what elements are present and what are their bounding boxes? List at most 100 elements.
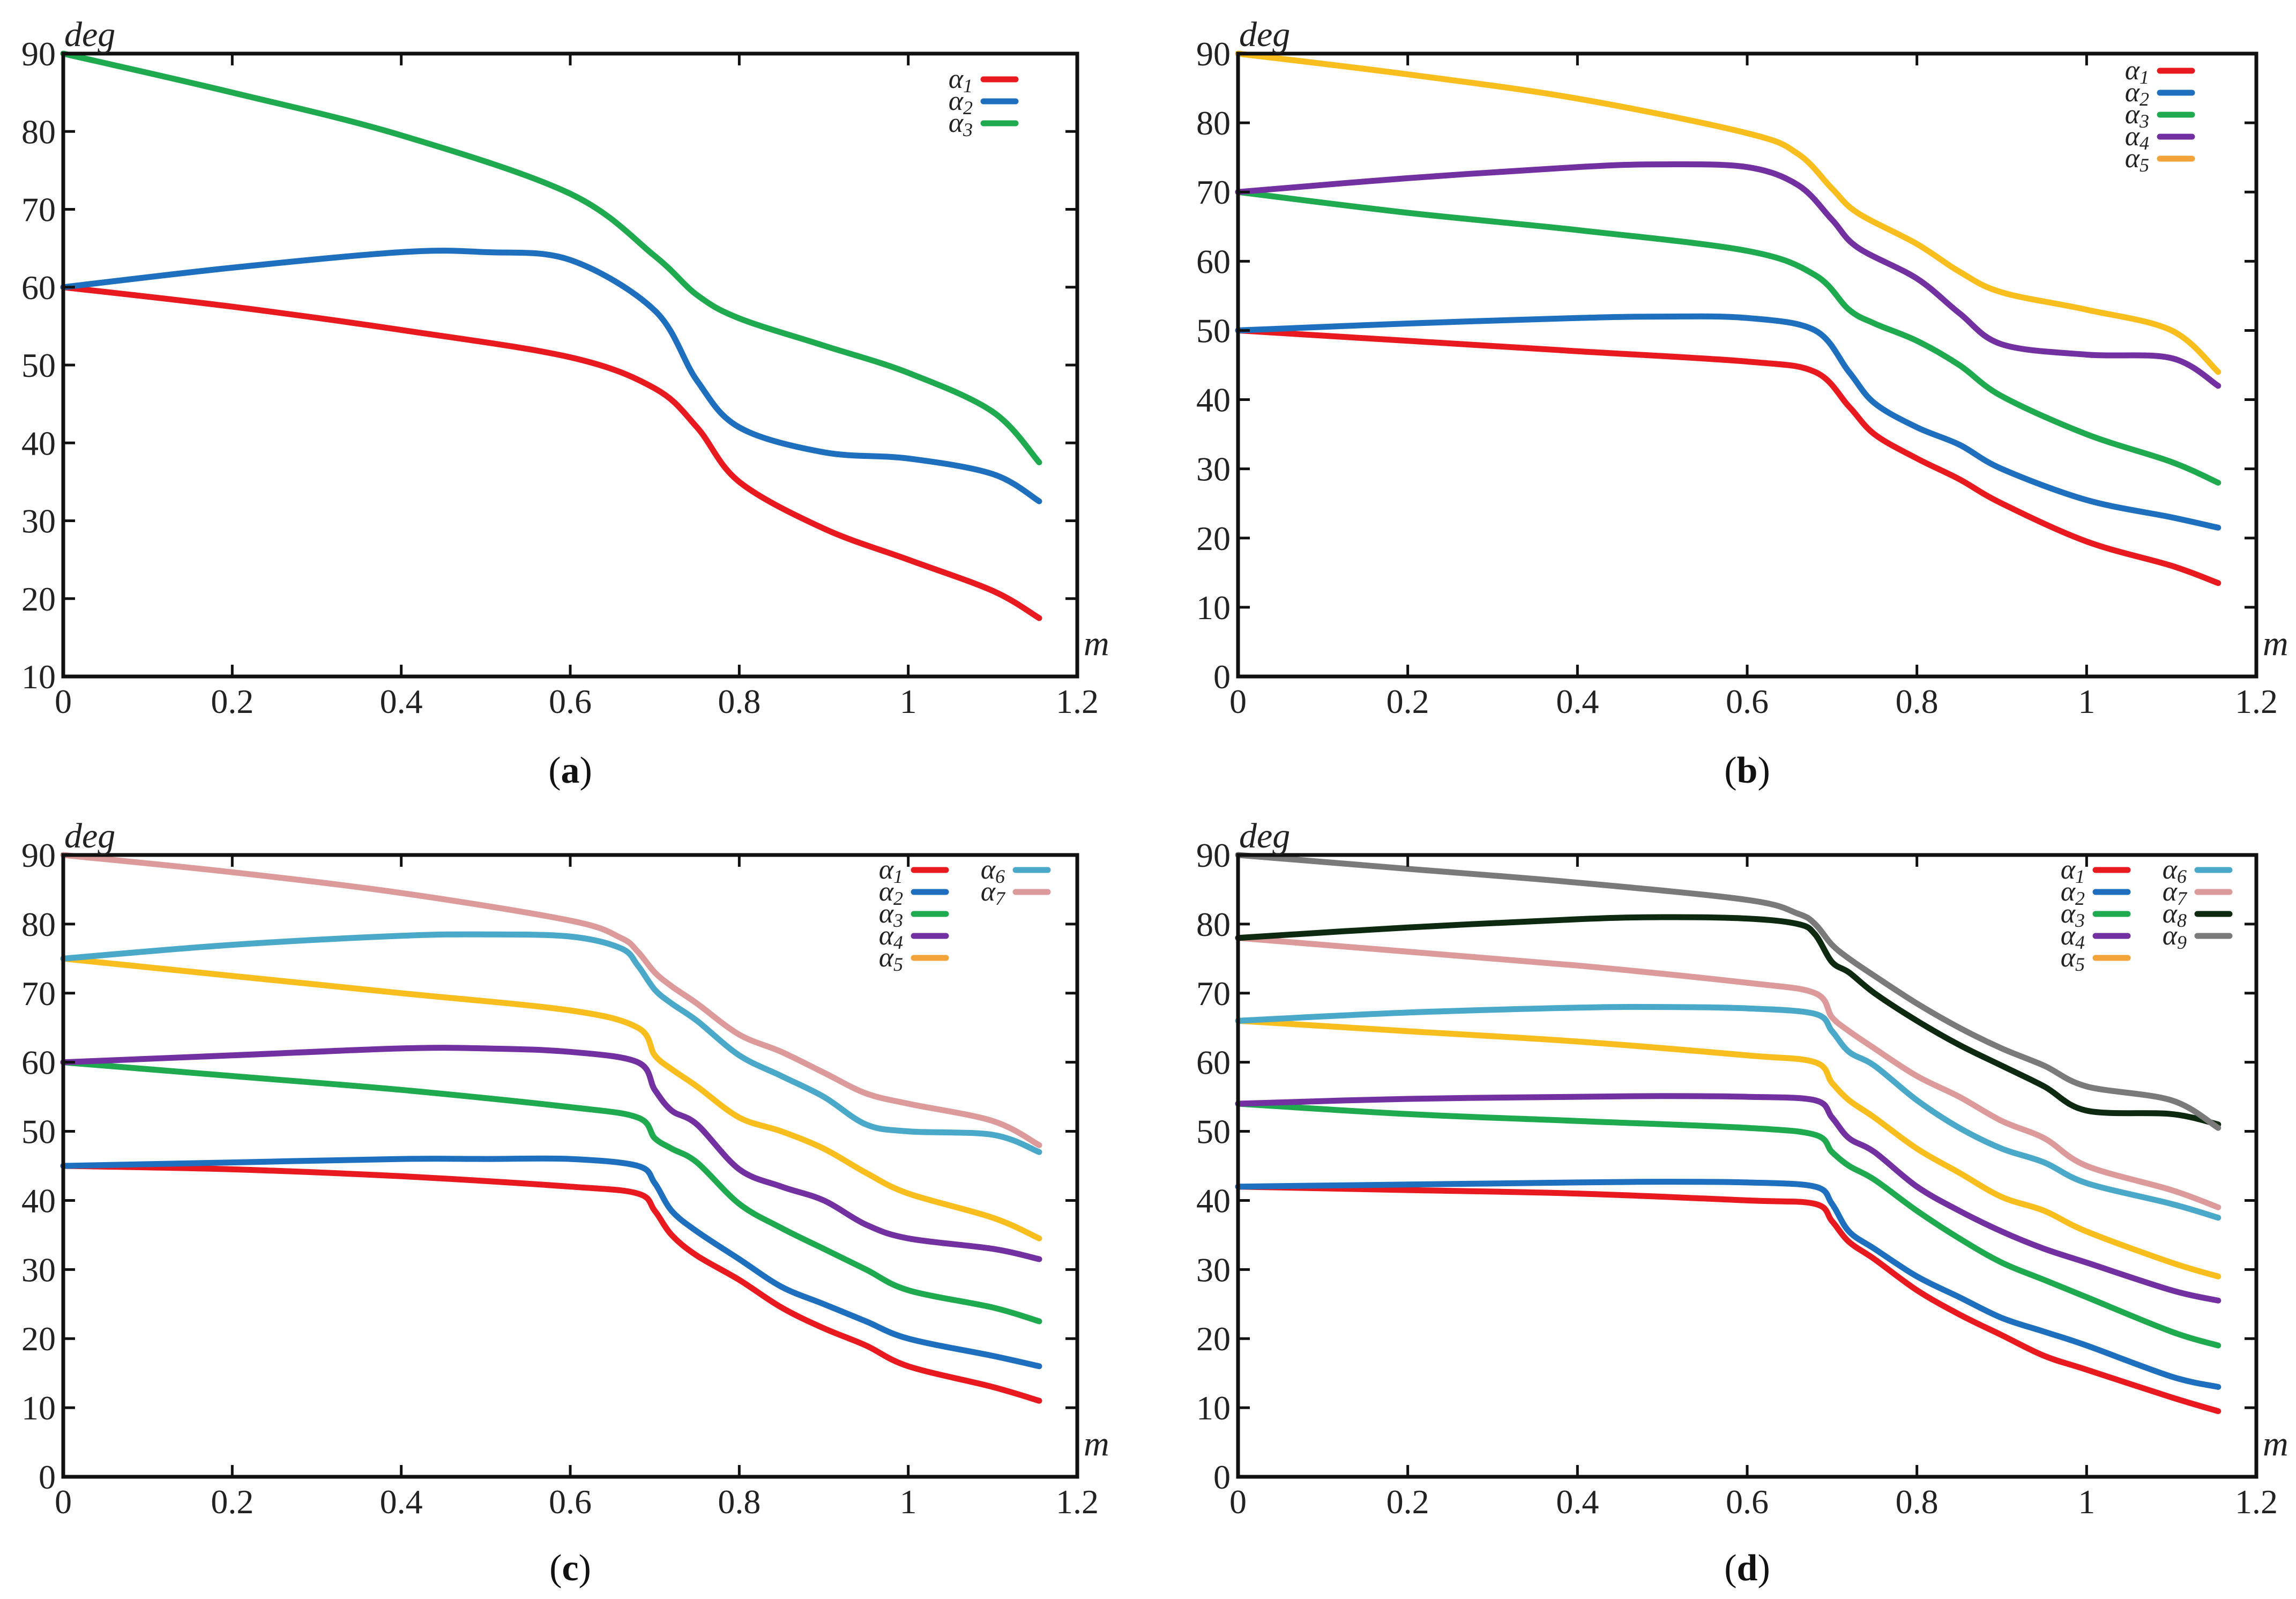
series-line-alpha-1: [1235, 1184, 2222, 1415]
y-tick-label: 80: [1196, 104, 1231, 142]
x-axis-label: m: [2263, 1424, 2288, 1463]
x-tick-label: 0.4: [380, 1483, 423, 1521]
panel-caption-d: (d): [1724, 1548, 1770, 1589]
y-tick-label: 60: [21, 269, 56, 307]
legend-label-alpha-4: α4: [879, 920, 903, 953]
x-tick-label: 0.6: [549, 1483, 592, 1521]
y-tick-label: 20: [21, 1320, 56, 1358]
x-tick-label: 0: [1229, 1483, 1247, 1521]
series-group: [60, 50, 1042, 621]
y-tick-label: 30: [21, 502, 56, 540]
y-tick-label: 0: [1213, 658, 1231, 696]
y-tick-label: 0: [1213, 1458, 1231, 1496]
y-tick-label: 90: [1196, 35, 1231, 73]
y-tick-label: 50: [1196, 1113, 1231, 1151]
y-tick-label: 70: [21, 191, 56, 229]
series-line-alpha-2: [60, 248, 1042, 504]
legend-label-alpha-2: α2: [2061, 876, 2085, 909]
series-line-alpha-3: [1235, 189, 2222, 486]
x-tick-label: 1: [2078, 682, 2095, 720]
y-tick-label: 30: [1196, 450, 1231, 488]
series-line-alpha-1: [60, 1163, 1042, 1404]
y-axis-label: deg: [1239, 15, 1290, 54]
x-tick-label: 0.8: [718, 682, 761, 720]
x-tick-label: 0.2: [1386, 682, 1429, 720]
y-tick-label: 70: [1196, 173, 1231, 211]
series-line-alpha-6: [1235, 1003, 2222, 1221]
y-tick-label: 40: [21, 424, 56, 462]
legend-label-alpha-3: α3: [2125, 99, 2149, 132]
series-group: [1235, 852, 2222, 1415]
legend-label-alpha-7: α7: [981, 876, 1006, 909]
legend-label-alpha-1: α1: [2061, 854, 2085, 887]
y-tick-label: 90: [21, 35, 56, 73]
x-axis-label: m: [1084, 624, 1109, 663]
y-tick-label: 20: [1196, 519, 1231, 557]
x-tick-label: 0.2: [1386, 1483, 1429, 1521]
legend-label-alpha-2: α2: [879, 876, 903, 909]
series-line-alpha-1: [1235, 327, 2222, 586]
series-line-alpha-3: [60, 1059, 1042, 1325]
panel-caption-b: (b): [1724, 750, 1770, 791]
plot-frame: [1236, 51, 2258, 679]
y-tick-label: 80: [21, 113, 56, 151]
y-tick-label: 10: [21, 1389, 56, 1427]
x-tick-label: 0.2: [211, 1483, 254, 1521]
y-tick-label: 90: [1196, 836, 1231, 874]
y-tick-label: 70: [1196, 975, 1231, 1013]
legend-label-alpha-8: α8: [2163, 898, 2187, 931]
legend-label-alpha-6: α6: [981, 854, 1005, 887]
y-axis-label: deg: [1239, 816, 1290, 856]
x-tick-label: 0.6: [1726, 682, 1769, 720]
series-line-alpha-4: [1235, 1093, 2222, 1304]
series-line-alpha-1: [60, 284, 1042, 621]
y-tick-label: 10: [21, 658, 56, 696]
chart-panel-c: 0 0.2 0.4 0.6 0.8 1 1.2 0 10 20 30 40 50 60 70 80 90 deg m…: [21, 816, 1109, 1589]
y-tick-label: 10: [1196, 1389, 1231, 1427]
x-tick-label: 0.4: [380, 682, 423, 720]
series-line-alpha-3: [1235, 1100, 2222, 1349]
x-tick-label: 1: [2078, 1483, 2095, 1521]
x-tick-label: 0: [1229, 682, 1247, 720]
legend-label-alpha-1: α1: [879, 854, 903, 887]
y-tick-label: 80: [21, 905, 56, 943]
x-tick-label: 0.8: [1896, 1483, 1939, 1521]
series-line-alpha-7: [1235, 935, 2222, 1210]
legend-label-alpha-5: α5: [879, 942, 903, 975]
x-tick-label: 0: [55, 682, 72, 720]
y-tick-label: 0: [39, 1458, 56, 1496]
legend-label-alpha-7: α7: [2163, 876, 2188, 909]
series-line-alpha-6: [60, 931, 1042, 1155]
x-axis-label: m: [1084, 1424, 1109, 1463]
x-tick-label: 0.4: [1556, 1483, 1599, 1521]
y-tick-label: 10: [1196, 589, 1231, 627]
series-line-alpha-4: [1235, 161, 2222, 389]
y-tick-label: 80: [1196, 905, 1231, 943]
x-tick-label: 1: [900, 1483, 917, 1521]
plot-frame: [61, 51, 1079, 679]
series-group: [1235, 50, 2222, 586]
legend-label-alpha-2: α2: [2125, 77, 2149, 110]
series-line-alpha-9: [1235, 852, 2222, 1131]
y-tick-label: 50: [21, 1113, 56, 1151]
y-tick-label: 40: [1196, 381, 1231, 419]
series-line-alpha-2: [1235, 1179, 2222, 1390]
chart-panel-b: 0 0.2 0.4 0.6 0.8 1 1.2 0 10 20 30 40 50 60 70 80 90 deg m…: [1196, 15, 2288, 791]
x-tick-label: 0.2: [211, 682, 254, 720]
series-line-alpha-5: [60, 955, 1042, 1241]
legend-label-alpha-3: α3: [2061, 898, 2085, 931]
x-axis-label: m: [2263, 624, 2288, 663]
legend-label-alpha-5: α5: [2125, 143, 2149, 176]
y-tick-label: 60: [1196, 242, 1231, 280]
y-tick-label: 60: [21, 1044, 56, 1082]
y-axis-label: deg: [64, 15, 115, 54]
series-line-alpha-4: [60, 1045, 1042, 1262]
series-line-alpha-3: [60, 50, 1042, 466]
legend-label-alpha-4: α4: [2061, 920, 2085, 953]
y-axis-label: deg: [64, 816, 115, 856]
